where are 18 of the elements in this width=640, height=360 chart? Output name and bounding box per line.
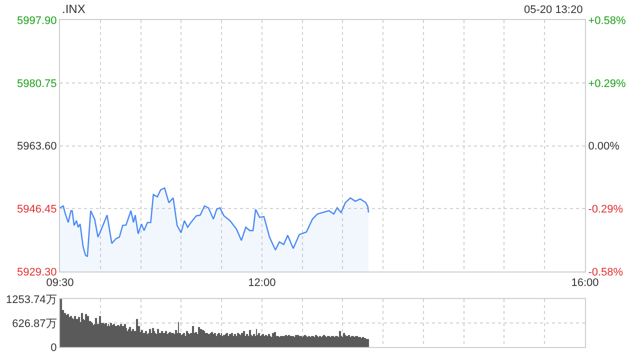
y-tick-label: 5946.45 [17, 204, 57, 216]
y-tick-label: 5929.30 [17, 266, 57, 278]
y3-tick-label: 626.87万 [12, 318, 57, 330]
x-tick-label: 09:30 [46, 276, 74, 289]
y2-tick-label: +0.58% [588, 14, 626, 27]
y2-tick-label: 0.00% [588, 140, 620, 153]
y2-tick-label: -0.58% [588, 266, 624, 278]
text: 05-20 13:20 [524, 4, 583, 16]
y2-tick-label: -0.29% [588, 204, 624, 216]
x-tick-label: 16:00 [571, 276, 599, 289]
y-tick-label: 5980.75 [17, 78, 57, 90]
y-tick-label: 5997.90 [17, 14, 57, 27]
x-tick-label: 12:00 [248, 276, 276, 289]
y-tick-label: 5963.60 [17, 140, 57, 153]
y3-tick-label: 1253.74万 [6, 294, 57, 306]
chart-title: .INX [62, 2, 86, 16]
y2-tick-label: +0.29% [588, 78, 626, 90]
y3-tick-label: 0 [50, 342, 57, 354]
